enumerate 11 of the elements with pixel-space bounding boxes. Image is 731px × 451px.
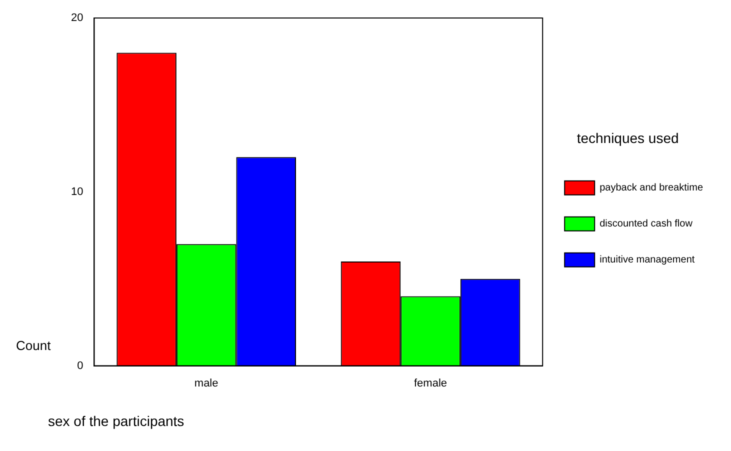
legend-label: intuitive management [600, 254, 695, 266]
legend-label: payback and breaktime [600, 182, 704, 194]
x-tick-label: male [194, 377, 218, 390]
legend-title: techniques used [576, 130, 679, 146]
y-tick-label: 20 [70, 12, 84, 24]
x-axis-title: sex of the participants [48, 413, 184, 429]
legend-label: discounted cash flow [600, 218, 694, 230]
y-axis-title: Count [16, 338, 51, 353]
y-tick-label: 0 [77, 360, 84, 372]
y-tick-label: 10 [70, 186, 84, 198]
x-tick-label: female [414, 377, 448, 390]
